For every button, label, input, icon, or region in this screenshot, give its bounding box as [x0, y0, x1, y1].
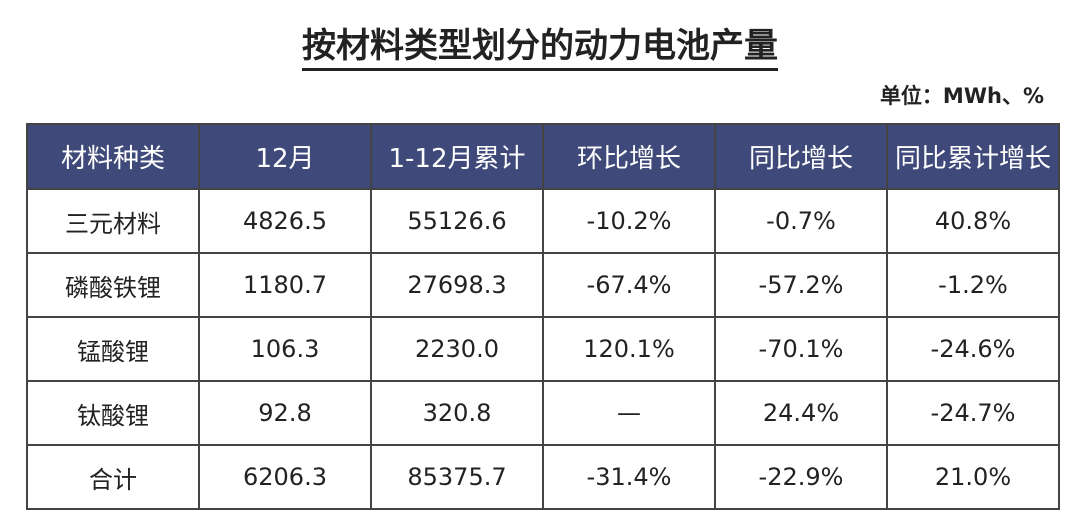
table-cell: 27698.3	[370, 252, 544, 318]
table-cell: 106.3	[198, 316, 372, 382]
row-label: 钛酸锂	[26, 380, 200, 446]
column-header: 环比增长	[542, 123, 716, 190]
table-cell: -22.9%	[714, 444, 888, 510]
table-row: 锰酸锂 106.3 2230.0 120.1% -70.1% -24.6%	[26, 316, 1060, 382]
table-cell: 24.4%	[714, 380, 888, 446]
table-cell: -57.2%	[714, 252, 888, 318]
row-label: 合计	[26, 444, 200, 510]
table-cell: -70.1%	[714, 316, 888, 382]
table-cell: 40.8%	[886, 188, 1060, 254]
unit-label: 单位：MWh、%	[879, 84, 1044, 108]
table-cell: 120.1%	[542, 316, 716, 382]
row-label: 锰酸锂	[26, 316, 200, 382]
table-row: 合计 6206.3 85375.7 -31.4% -22.9% 21.0%	[26, 444, 1060, 510]
column-header: 1-12月累计	[370, 123, 544, 190]
table-cell: 4826.5	[198, 188, 372, 254]
table-cell: 21.0%	[886, 444, 1060, 510]
table-cell: -67.4%	[542, 252, 716, 318]
column-header: 材料种类	[26, 123, 200, 190]
production-table: 材料种类 12月 1-12月累计 环比增长 同比增长 同比累计增长 三元材料 4826.5 5…	[26, 123, 1060, 510]
header-row: 材料种类 12月 1-12月累计 环比增长 同比增长 同比累计增长	[26, 123, 1060, 190]
table-cell: 1180.7	[198, 252, 372, 318]
table-cell: -24.7%	[886, 380, 1060, 446]
table-cell: 2230.0	[370, 316, 544, 382]
table-cell: -24.6%	[886, 316, 1060, 382]
table-row: 三元材料 4826.5 55126.6 -10.2% -0.7% 40.8%	[26, 188, 1060, 254]
table-row: 磷酸铁锂 1180.7 27698.3 -67.4% -57.2% -1.2%	[26, 252, 1060, 318]
table-cell: 92.8	[198, 380, 372, 446]
table-cell: -31.4%	[542, 444, 716, 510]
table-cell: -1.2%	[886, 252, 1060, 318]
table-cell: 6206.3	[198, 444, 372, 510]
column-header: 12月	[198, 123, 372, 190]
column-header: 同比累计增长	[886, 123, 1060, 190]
table-cell: -0.7%	[714, 188, 888, 254]
table-cell: —	[542, 380, 716, 446]
table-row: 钛酸锂 92.8 320.8—24.4% -24.7%	[26, 380, 1060, 446]
column-header: 同比增长	[714, 123, 888, 190]
table-cell: 320.8	[370, 380, 544, 446]
table-cell: -10.2%	[542, 188, 716, 254]
row-label: 磷酸铁锂	[26, 252, 200, 318]
row-label: 三元材料	[26, 188, 200, 254]
table-cell: 55126.6	[370, 188, 544, 254]
table-cell: 85375.7	[370, 444, 544, 510]
table-title: 按材料类型划分的动力电池产量	[0, 18, 1080, 71]
